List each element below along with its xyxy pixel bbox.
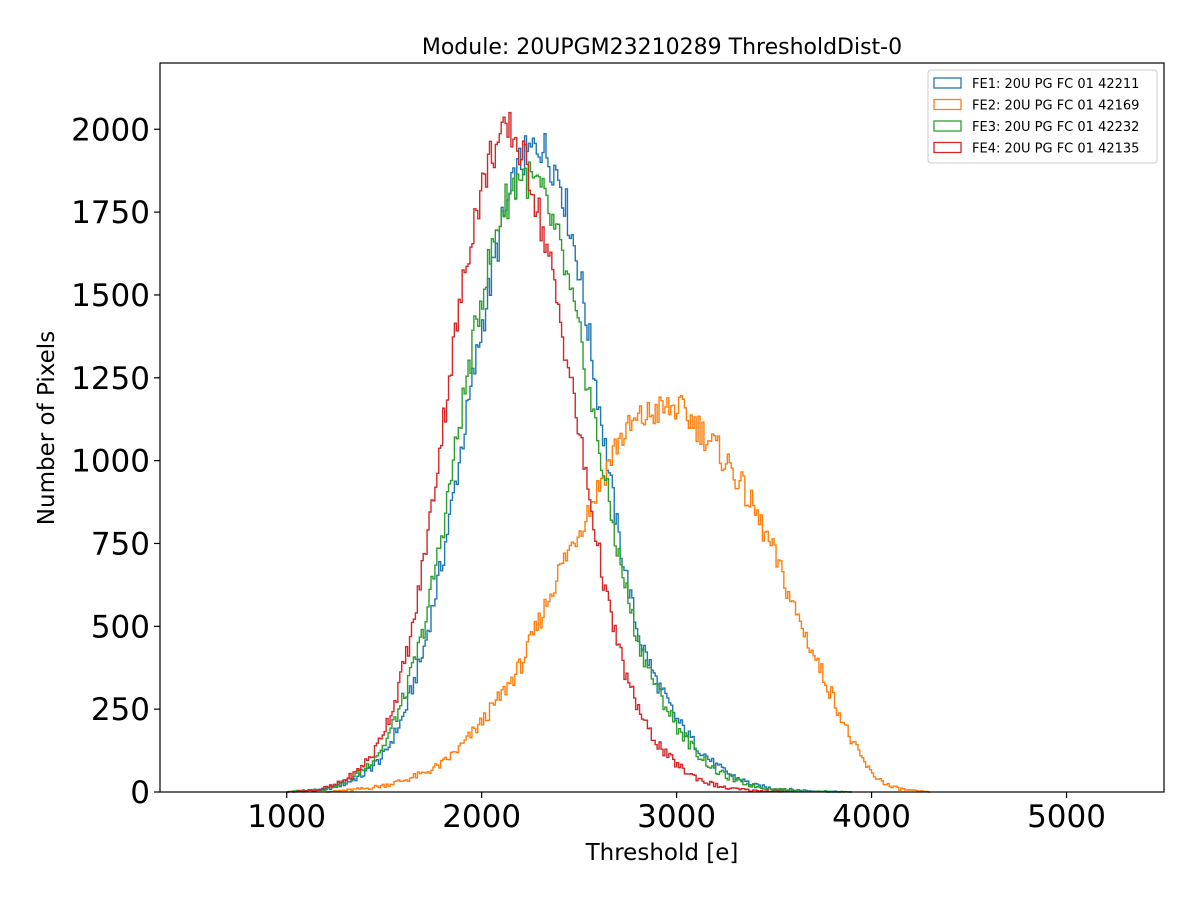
legend-entry-label: FE4: 20U PG FC 01 42135	[972, 142, 1139, 157]
y-tick-label: 250	[91, 692, 150, 728]
legend-swatch	[933, 141, 962, 154]
y-axis-ticks: 0 250 500 750 1000 1250 1500 1750 2000	[71, 112, 160, 811]
y-tick-label: 500	[91, 609, 150, 645]
x-tick-label: 5000	[1027, 799, 1106, 835]
y-axis-label: Number of Pixels	[34, 331, 60, 525]
legend-entry-label: FE3: 20U PG FC 01 42232	[972, 120, 1139, 135]
series-line-fe4	[286, 111, 795, 793]
x-axis-label: Threshold [e]	[585, 840, 739, 866]
y-tick-label: 2000	[71, 112, 150, 148]
legend-frame	[927, 69, 1158, 164]
series-line-fe3	[286, 161, 853, 793]
y-tick-label: 750	[91, 526, 150, 562]
y-tick-label: 1000	[71, 444, 150, 480]
legend-entry-label: FE2: 20U PG FC 01 42169	[972, 99, 1139, 114]
x-tick-label: 2000	[442, 799, 521, 835]
legend-swatch	[933, 98, 962, 111]
legend-swatch	[933, 77, 962, 89]
x-tick-label: 1000	[247, 799, 326, 835]
series-line-fe1	[286, 133, 853, 793]
series-layer	[286, 111, 931, 793]
y-tick-label: 1500	[71, 278, 150, 314]
legend: FE1: 20U PG FC 01 42211 FE2: 20U PG FC 01…	[927, 69, 1158, 164]
x-tick-label: 3000	[637, 799, 716, 835]
chart-title: Module: 20UPGM23210289 ThresholdDist-0	[422, 35, 902, 60]
y-tick-label: 1250	[71, 361, 150, 397]
plot-frame	[159, 62, 1165, 793]
x-tick-label: 4000	[832, 799, 911, 835]
legend-swatch	[933, 120, 962, 132]
legend-entry-label: FE1: 20U PG FC 01 42211	[972, 77, 1139, 92]
y-tick-label: 1750	[71, 195, 150, 231]
x-axis-ticks: 1000 2000 3000 4000 5000	[247, 792, 1106, 835]
y-tick-label: 0	[130, 775, 150, 811]
series-line-fe2	[325, 394, 931, 793]
